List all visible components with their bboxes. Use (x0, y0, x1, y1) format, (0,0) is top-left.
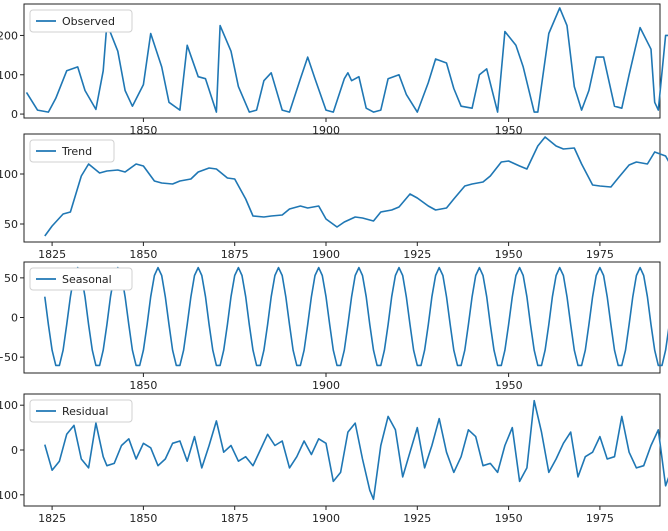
y-tick-label: 0 (11, 108, 18, 121)
x-tick-label: 1825 (38, 512, 66, 525)
y-tick-label: 50 (4, 272, 18, 285)
y-tick-label: 100 (0, 489, 18, 502)
x-tick-label: 1900 (312, 124, 340, 137)
x-tick-label: 1925 (403, 248, 431, 261)
x-tick-label: 1900 (312, 248, 340, 261)
legend: Observed (29, 9, 133, 33)
legend-box (29, 139, 115, 163)
legend-box (29, 267, 133, 291)
legend-box (29, 399, 133, 423)
y-tick-label: 0 (11, 444, 18, 457)
panel-residual: 1000100182518501875190019251950197520002… (0, 393, 668, 525)
legend: Trend (29, 139, 115, 163)
y-tick-label: 100 (0, 399, 18, 412)
x-tick-label: 1950 (495, 124, 523, 137)
legend-label: Residual (62, 405, 108, 418)
axes-frame (23, 133, 661, 243)
legend-box (29, 9, 133, 33)
x-tick-label: 1925 (403, 512, 431, 525)
x-tick-label: 1850 (129, 124, 157, 137)
legend-label: Seasonal (62, 273, 112, 286)
axes-frame (23, 3, 661, 119)
series-line-observed (25, 7, 668, 113)
x-tick-label: 1950 (495, 248, 523, 261)
series-line-seasonal (44, 266, 668, 367)
legend-label: Trend (61, 145, 92, 158)
y-tick-label: −50 (0, 351, 18, 364)
x-tick-label: 1850 (129, 379, 157, 392)
x-tick-label: 1825 (38, 248, 66, 261)
x-tick-label: 1875 (221, 512, 249, 525)
x-tick-label: 1900 (312, 379, 340, 392)
series-line-trend (44, 136, 668, 237)
legend: Seasonal (29, 267, 133, 291)
y-tick-label: 100 (0, 69, 18, 82)
panel-seasonal: −500501850190019502000Seasonal (0, 261, 668, 392)
y-tick-label: 200 (0, 29, 18, 42)
x-tick-label: 1975 (586, 248, 614, 261)
x-tick-label: 1950 (495, 379, 523, 392)
y-tick-label: 50 (4, 218, 18, 231)
legend-label: Observed (62, 15, 115, 28)
x-tick-label: 1975 (586, 512, 614, 525)
x-tick-label: 1850 (129, 512, 157, 525)
y-tick-label: 100 (0, 168, 18, 181)
series-line-residual (44, 399, 668, 501)
x-tick-label: 1850 (129, 248, 157, 261)
panel-trend: 5010018251850187519001925195019752000202… (0, 133, 668, 261)
y-tick-label: 0 (11, 312, 18, 325)
legend: Residual (29, 399, 133, 423)
x-tick-label: 1875 (221, 248, 249, 261)
x-tick-label: 1950 (495, 512, 523, 525)
x-tick-label: 1900 (312, 512, 340, 525)
panel-observed: 01002001850190019502000Observed (0, 3, 668, 137)
